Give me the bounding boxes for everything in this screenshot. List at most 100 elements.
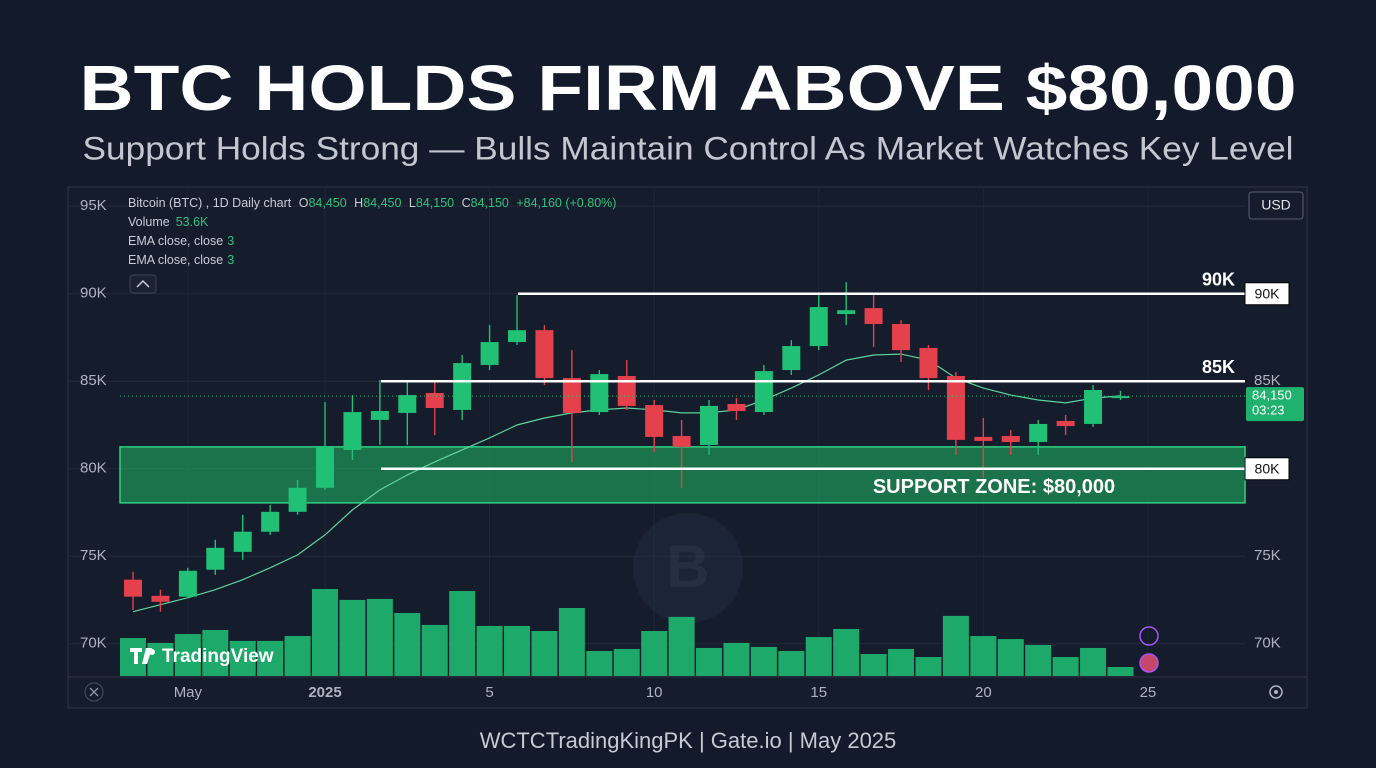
x-tick-label: 20 xyxy=(975,684,992,701)
alert-icon[interactable] xyxy=(1139,626,1159,646)
candle-body xyxy=(754,371,773,413)
side-icons xyxy=(1139,626,1159,673)
volume-bar xyxy=(860,653,887,676)
candle-body xyxy=(206,547,225,570)
volume-bar xyxy=(1080,647,1107,676)
candle-body xyxy=(864,308,883,325)
volume-bar xyxy=(970,636,997,676)
candle-body xyxy=(425,392,444,409)
candle-body xyxy=(645,405,664,437)
x-tick-label: 5 xyxy=(485,684,493,701)
collapse-button[interactable] xyxy=(129,274,157,294)
subtitle: Support Holds Strong — Bulls Maintain Co… xyxy=(83,130,1294,166)
price-tag-time: 03:23 xyxy=(1252,403,1285,418)
volume-bar xyxy=(394,613,421,676)
overlay: 90K 90K 85K 80K SUPPORT ZONE: $80,000 84,1500… xyxy=(120,270,1304,498)
logo-dot xyxy=(149,649,155,655)
collapse-box xyxy=(129,274,157,294)
candle-body xyxy=(1111,396,1130,399)
support-zone-layer xyxy=(119,446,1246,504)
volume-bar xyxy=(1107,666,1134,676)
candle-body xyxy=(1001,436,1020,442)
ohlc-value: 84,450 xyxy=(308,196,346,210)
level-tag-text: 90K xyxy=(1255,285,1281,301)
flag-icon[interactable] xyxy=(1139,653,1159,673)
volume-bar xyxy=(750,646,777,676)
volume-bar xyxy=(888,648,915,676)
currency-button[interactable]: USD xyxy=(1248,191,1304,220)
x-tick-label: May xyxy=(174,684,203,701)
volume-bar xyxy=(641,630,668,676)
candle-body xyxy=(946,376,965,440)
watermark-coin: B xyxy=(633,513,743,623)
ohlc-value: 84,150 xyxy=(416,196,454,210)
candle-body xyxy=(837,310,856,315)
candle-body xyxy=(700,405,719,445)
candle-body xyxy=(1084,390,1103,424)
volume-bar xyxy=(942,615,969,676)
candle-body xyxy=(919,348,938,379)
candle-body xyxy=(370,411,389,420)
y-tick-label: 90K xyxy=(80,285,107,302)
price-tag xyxy=(1246,387,1304,422)
ohlc-value: 84,150 xyxy=(471,196,509,210)
currency-box xyxy=(1248,191,1304,220)
volume-bar xyxy=(778,650,805,676)
reset-button[interactable] xyxy=(84,682,104,702)
candle-body xyxy=(124,579,142,597)
volume-bar xyxy=(915,657,942,676)
y-tick-label: 70K xyxy=(80,635,107,652)
y-tick-label: 95K xyxy=(80,197,107,214)
level-label: 85K xyxy=(1202,357,1235,377)
indicator-name: EMA close, close xyxy=(128,234,223,248)
logo-icon xyxy=(130,648,152,664)
candle-body xyxy=(453,363,472,410)
settings-dot xyxy=(1274,690,1278,694)
y-tick-label: 80K xyxy=(80,460,107,477)
volume-bar xyxy=(558,607,585,676)
volume-bar xyxy=(997,639,1024,676)
legend-line: Bitcoin (BTC) , 1D Daily chart O84,450 H… xyxy=(128,196,616,210)
candle-body xyxy=(1056,420,1075,427)
candle-body xyxy=(672,436,691,447)
candle-body xyxy=(508,330,527,343)
coin xyxy=(633,513,743,623)
legend-volume: Volume 53.6K xyxy=(128,215,209,229)
candle-body xyxy=(809,307,828,347)
currency: USD xyxy=(1261,197,1291,213)
y-tick-label: 85K xyxy=(80,372,107,389)
logo-text: TradingView xyxy=(162,646,274,667)
volume-bar xyxy=(202,629,229,676)
indicator-length: 3 xyxy=(227,234,234,248)
x-tick-label: 2025 xyxy=(308,684,341,701)
volume-bar xyxy=(586,650,613,676)
candle-body xyxy=(151,595,170,602)
candle-body xyxy=(727,404,746,411)
candle-body xyxy=(562,378,581,413)
reset-icon xyxy=(89,687,99,697)
candle-body xyxy=(782,346,801,371)
volume-bar xyxy=(805,637,832,676)
candle-body xyxy=(590,374,609,413)
ohlc-key: O xyxy=(299,196,309,210)
change: +84,160 (+0.80%) xyxy=(516,196,616,210)
candle-body xyxy=(1029,423,1048,442)
coin-symbol: B xyxy=(666,533,709,600)
volume-bar xyxy=(476,625,503,676)
volume-bar xyxy=(229,640,256,676)
volume-bar xyxy=(174,634,201,676)
volume-bar xyxy=(339,599,366,676)
indicator-length: 3 xyxy=(227,253,234,267)
y-tick-label: 75K xyxy=(80,547,107,564)
legend-symbol: Bitcoin (BTC) , 1D Daily chart xyxy=(128,196,292,210)
volume-bar xyxy=(1052,657,1079,676)
volume-bar xyxy=(696,647,723,676)
settings-button[interactable] xyxy=(1269,685,1283,699)
volume-bar xyxy=(257,640,284,676)
volume-bar xyxy=(613,648,640,676)
indicator-name: EMA close, close xyxy=(128,253,223,267)
volume-bar xyxy=(120,638,146,676)
volume-bar xyxy=(312,589,339,676)
